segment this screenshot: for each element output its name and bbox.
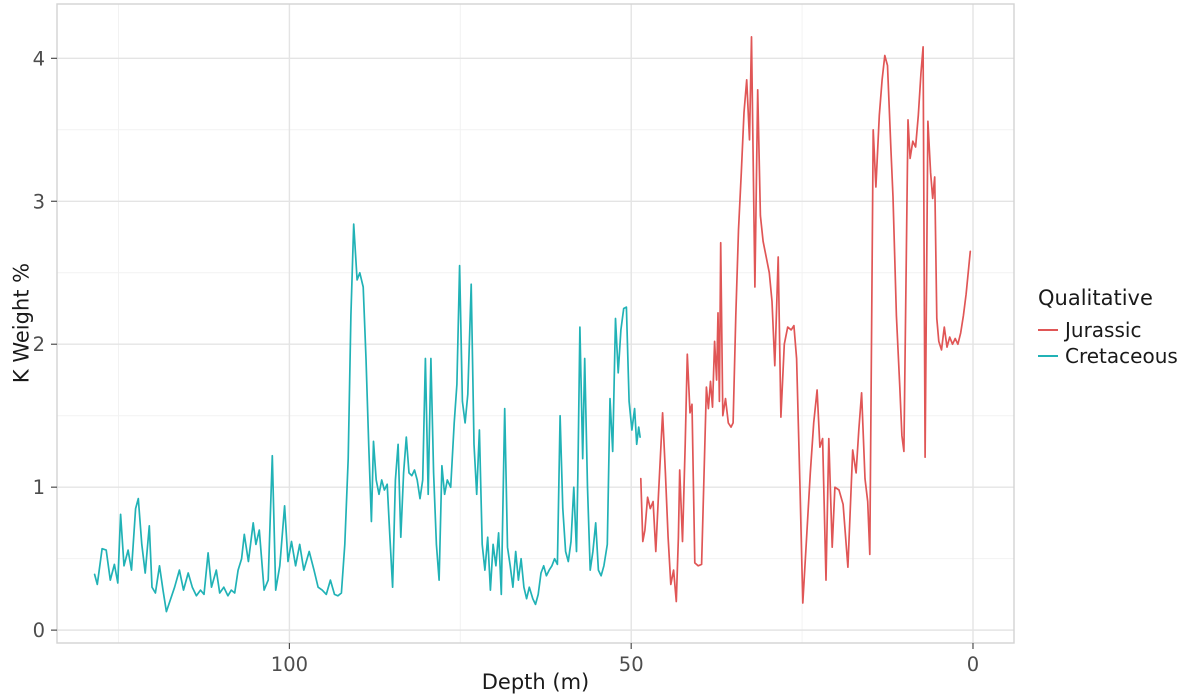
y-tick-label: 3 <box>33 190 45 213</box>
legend-label-jurassic: Jurassic <box>1065 318 1142 342</box>
y-tick-label: 4 <box>33 47 45 70</box>
jurassic-line-swatch <box>1038 328 1058 332</box>
x-tick-label: 50 <box>619 653 644 676</box>
x-axis-title: Depth (m) <box>481 670 590 694</box>
x-tick-label: 100 <box>271 653 308 676</box>
legend-label-cretaceous: Cretaceous <box>1065 344 1178 368</box>
x-tick-label: 0 <box>967 653 979 676</box>
cretaceous-line-swatch <box>1038 354 1058 358</box>
y-axis-title: K Weight % <box>9 262 34 384</box>
y-tick-label: 2 <box>33 333 45 356</box>
y-tick-label: 0 <box>33 619 45 642</box>
legend: Qualitative Jurassic Cretaceous <box>1038 286 1178 369</box>
legend-title: Qualitative <box>1038 286 1153 310</box>
cretaceous-series-line <box>93 223 641 613</box>
plot-panel <box>57 4 1014 643</box>
legend-entry-jurassic: Jurassic <box>1038 317 1178 343</box>
legend-entry-cretaceous: Cretaceous <box>1038 343 1178 369</box>
jurassic-series-line <box>639 36 972 604</box>
panel-border <box>56 3 1015 644</box>
y-tick-label: 1 <box>33 476 45 499</box>
